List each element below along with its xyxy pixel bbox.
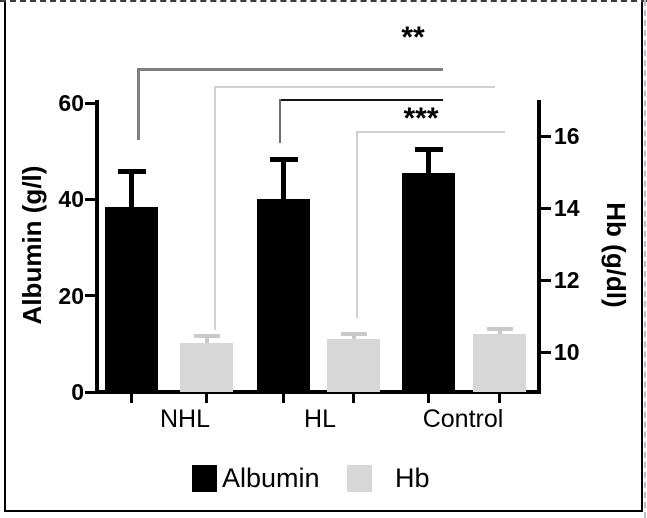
sig-label: *** [403,102,439,135]
x-axis-tick [427,394,430,403]
right-axis-tick-label: 12 [554,267,580,293]
error-bar-cap-albumin-hl [269,156,298,162]
error-bar-cap-hb-nhl [193,333,220,338]
category-label-control: Control [422,405,504,433]
bar-albumin-hl [257,199,310,392]
error-bar-cap-albumin-control [414,147,443,153]
left-axis-tick-label: 60 [58,90,84,116]
right-axis-tick [541,134,551,138]
right-axis-tick [541,350,551,354]
sig-line [137,68,443,71]
x-axis [95,390,541,394]
left-axis-tick [85,390,95,394]
x-axis-tick [205,394,208,403]
error-bar-cap-hb-hl [340,332,367,337]
bar-hb-control [473,334,526,392]
figure-border [4,1,643,512]
selection-dash-top [0,0,647,2]
bar-hb-hl [327,339,380,392]
sig-line-drop [279,99,281,143]
sig-line [356,131,505,133]
error-bar-stem-hb-control [497,330,502,334]
left-axis-tick-label: 40 [58,186,84,213]
category-label-hl: HL [304,405,336,433]
right-axis-tick-label: 14 [554,195,580,221]
bar-hb-nhl [180,343,233,392]
right-axis-tick [541,278,551,282]
error-bar-stem-hb-hl [351,335,356,340]
bar-albumin-control [402,172,455,392]
sig-line-drop [137,68,140,140]
error-bar-cap-albumin-nhl [117,168,146,174]
error-bar-cap-hb-control [486,327,513,332]
right-axis-tick-label: 16 [554,123,580,149]
left-axis-tick [85,294,95,298]
x-axis-tick [352,394,355,403]
left-axis-tick [85,101,95,105]
sig-line [279,99,443,101]
x-axis-tick [498,394,501,403]
error-bar-stem-albumin-nhl [129,172,134,207]
right-axis-tick [541,206,551,210]
error-bar-stem-hb-nhl [204,336,209,343]
error-bar-stem-albumin-control [426,151,431,173]
sig-line [214,86,495,88]
sig-line-drop [214,86,216,330]
y-axis-right [537,100,541,394]
sig-label: ** [401,21,425,54]
category-label-nhl: NHL [159,405,210,433]
left-axis-tick-label: 0 [71,379,84,405]
left-axis-tick-label: 20 [58,282,84,309]
error-bar-stem-albumin-hl [281,160,286,200]
x-axis-tick [130,394,133,403]
x-axis-tick [282,394,285,403]
right-axis-tick-label: 10 [554,339,580,365]
y-axis-left [95,100,99,394]
selection-dash-right [644,0,646,518]
left-axis-tick [85,197,95,201]
sig-line-drop [356,131,358,318]
bar-albumin-nhl [105,206,158,392]
